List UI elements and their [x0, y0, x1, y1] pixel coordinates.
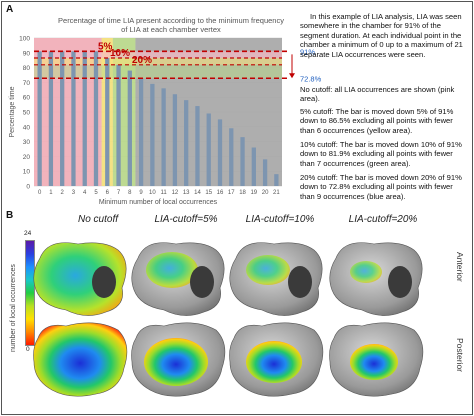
ref-label-72: 72.8%	[300, 74, 322, 83]
cutoff-label: 20%	[132, 55, 152, 66]
x-tick-label: 14	[194, 190, 201, 196]
x-tick-label: 10	[149, 190, 156, 196]
description-20pct: 20% cutoff: The bar is moved down 20% of…	[300, 173, 462, 201]
colorbar-min: 0	[26, 346, 30, 353]
x-tick-label: 13	[183, 190, 190, 196]
description-no-cutoff: No cutoff: all LIA occurrences are shown…	[300, 85, 455, 104]
band-10	[34, 57, 282, 65]
x-tick-label: 7	[117, 190, 121, 196]
y-tick-label: 80	[23, 65, 31, 72]
bar	[105, 57, 110, 187]
heart-posterior-cutoff-20	[329, 322, 424, 397]
x-tick-label: 11	[161, 190, 168, 196]
x-tick-label: 17	[228, 190, 235, 196]
bar	[229, 128, 234, 186]
bar	[184, 100, 189, 186]
x-tick-label: 12	[172, 190, 179, 196]
column-no-cutoff: No cutoff	[77, 214, 119, 225]
x-tick-label: 16	[217, 190, 224, 196]
x-tick-label: 19	[250, 190, 257, 196]
y-tick-label: 70	[23, 80, 31, 87]
bar	[71, 51, 76, 186]
x-tick-label: 3	[72, 190, 76, 196]
bar	[262, 159, 268, 186]
heart-anterior-no-cutoff	[33, 242, 127, 316]
x-tick-label: 2	[61, 190, 65, 196]
y-axis-label: Percentage time	[9, 86, 16, 137]
bar	[127, 70, 132, 186]
y-tick-label: 10	[23, 169, 31, 176]
chart-title: Percentage of time LIA present according…	[58, 16, 284, 34]
panel-b-letter: B	[6, 210, 14, 221]
heart-anterior-cutoff-20	[329, 242, 423, 316]
bar	[116, 64, 121, 186]
bar	[274, 174, 279, 186]
x-axis-label: Minimum number of local occurrences	[99, 199, 218, 206]
column-cutoff-5: LIA-cutoff=5%	[154, 214, 218, 225]
heart-anterior-cutoff-10	[229, 242, 323, 316]
description-intro: In this example of LIA analysis, LIA was…	[300, 12, 463, 59]
bar	[172, 94, 178, 186]
bar	[37, 51, 42, 186]
x-tick-label: 6	[106, 190, 110, 196]
y-tick-label: 90	[23, 50, 31, 57]
x-tick-label: 8	[128, 190, 132, 196]
arrow-head	[289, 73, 295, 79]
heart-posterior-cutoff-5	[131, 322, 226, 397]
bar	[48, 51, 54, 186]
x-tick-label: 15	[205, 190, 212, 196]
column-cutoff-20: LIA-cutoff=20%	[348, 214, 418, 225]
x-tick-label: 9	[139, 190, 143, 196]
cutoff-label: 5%	[98, 41, 113, 52]
bar	[206, 113, 211, 186]
x-tick-label: 0	[38, 190, 42, 196]
bar	[93, 51, 99, 186]
y-tick-label: 0	[26, 184, 30, 191]
bar	[60, 51, 65, 186]
colorbar	[25, 240, 35, 346]
y-tick-label: 20	[23, 154, 31, 161]
y-tick-label: 60	[23, 95, 31, 102]
y-tick-label: 100	[19, 36, 30, 43]
heart-posterior-no-cutoff	[33, 322, 128, 397]
y-tick-label: 50	[23, 110, 31, 117]
x-tick-label: 4	[83, 190, 87, 196]
y-tick-label: 30	[23, 139, 31, 146]
bar	[161, 88, 166, 186]
ref-label-91: 91%	[300, 47, 315, 56]
column-cutoff-10: LIA-cutoff=10%	[245, 214, 315, 225]
bar	[138, 78, 144, 186]
x-tick-label: 20	[262, 190, 269, 196]
x-tick-label: 21	[273, 190, 280, 196]
x-tick-label: 1	[49, 190, 53, 196]
x-tick-label: 18	[239, 190, 246, 196]
description-5pct: 5% cutoff: The bar is moved down 5% of 9…	[300, 107, 454, 135]
y-tick-label: 40	[23, 124, 31, 131]
colorbar-max: 24	[24, 230, 32, 237]
cutoff-label: 10%	[110, 48, 130, 59]
description-10pct: 10% cutoff: The bar is moved down 10% of…	[300, 140, 462, 168]
bar	[82, 51, 87, 186]
heart-anterior-cutoff-5	[131, 242, 225, 316]
band-5	[34, 51, 282, 58]
bar	[217, 119, 223, 186]
bar	[150, 83, 155, 186]
bar	[240, 137, 245, 186]
bar	[195, 106, 200, 186]
bar	[251, 147, 256, 186]
heart-posterior-cutoff-10	[229, 322, 324, 397]
x-tick-label: 5	[94, 190, 98, 196]
panel-a-letter: A	[6, 4, 14, 15]
